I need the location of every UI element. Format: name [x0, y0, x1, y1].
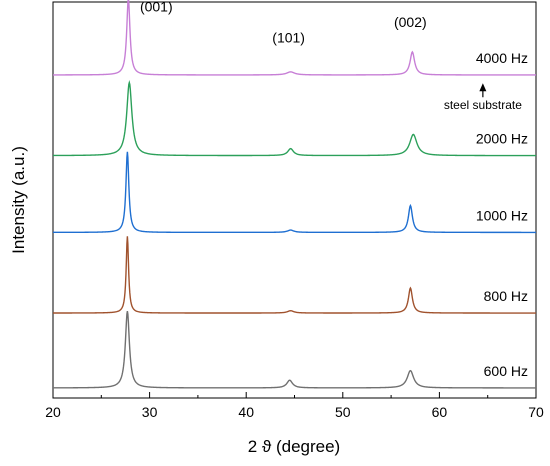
series-labels: 4000 Hz 2000 Hz 1000 Hz 800 Hz 600 Hz: [476, 50, 528, 379]
peak-annotation: (101): [272, 29, 305, 45]
series-line-1000-hz: [53, 151, 536, 234]
series-line-600-hz: [52, 310, 536, 389]
y-axis-label: Intensity (a.u.): [9, 146, 28, 254]
x-tick-label: 30: [142, 404, 158, 420]
x-axis-label: 2 ϑ (degree): [248, 437, 340, 456]
x-tick-label: 40: [238, 404, 254, 420]
x-tick-label: 50: [335, 404, 351, 420]
annotations: (001) (101) (002) steel substrate: [140, 0, 522, 112]
annotation-label: steel substrate: [444, 98, 522, 112]
series-group: [52, 0, 536, 389]
series-label: 2000 Hz: [476, 131, 528, 147]
x-ticks: 20 30 40 50 60 70: [45, 392, 544, 420]
peak-annotation: (002): [394, 14, 427, 30]
series-line-2000-hz: [52, 80, 536, 157]
series-label: 800 Hz: [484, 288, 528, 304]
x-tick-label: 70: [528, 404, 544, 420]
series-label: 4000 Hz: [476, 50, 528, 66]
series-label: 1000 Hz: [476, 207, 528, 223]
x-tick-label: 60: [432, 404, 448, 420]
peak-annotation: (001): [140, 0, 173, 15]
series-label: 600 Hz: [484, 363, 528, 379]
x-tick-label: 20: [45, 404, 61, 420]
series-line-800-hz: [53, 236, 536, 314]
annotation-arrow-head: [479, 83, 487, 92]
series-line-4000-hz: [53, 0, 536, 76]
